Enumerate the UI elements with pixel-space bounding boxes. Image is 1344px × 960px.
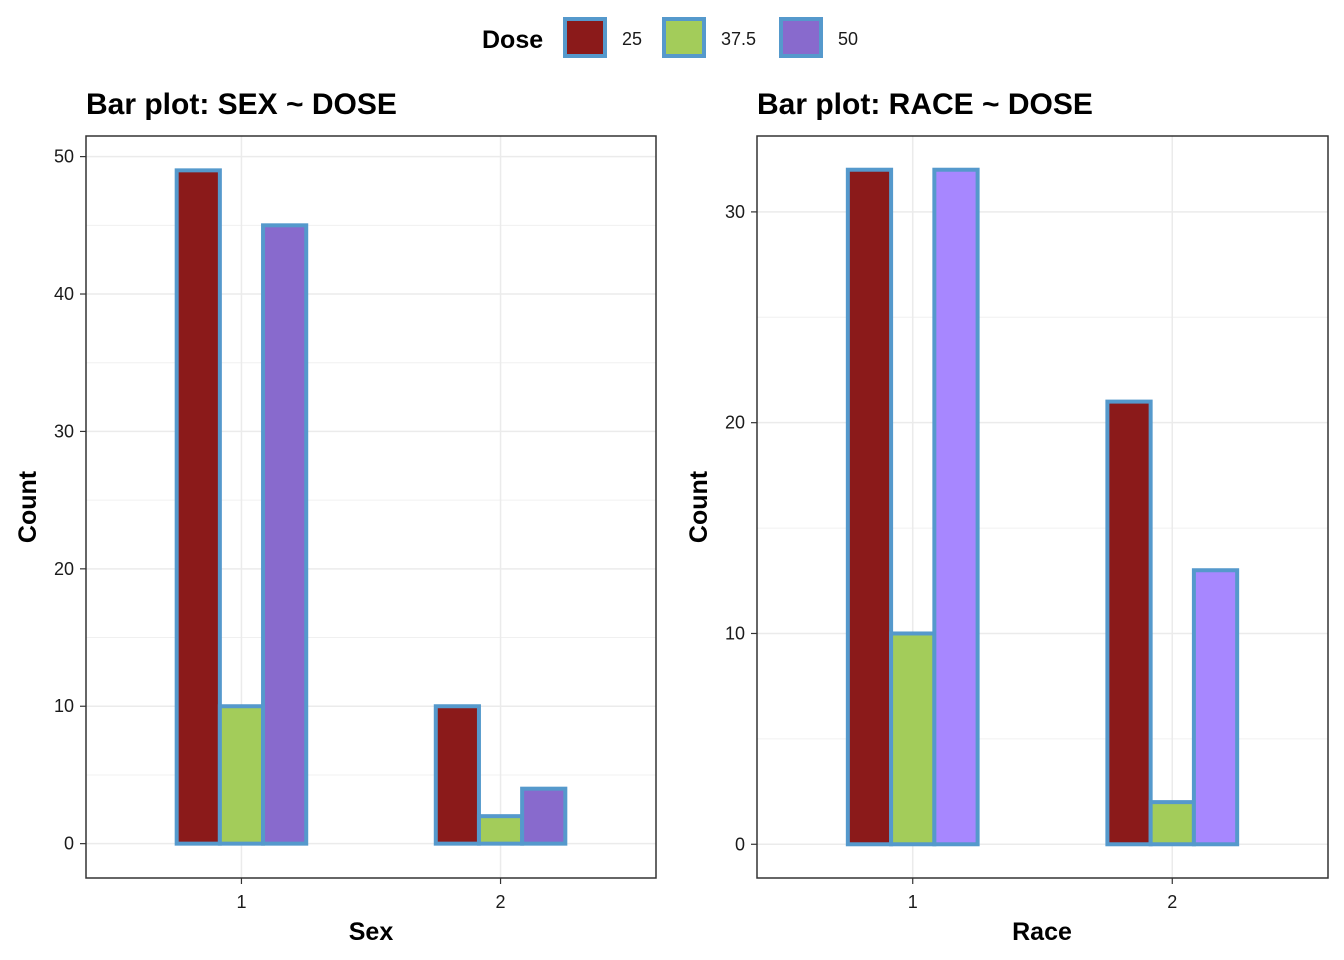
bar-dose-50-cat-2 xyxy=(1194,570,1237,844)
y-tick-label: 30 xyxy=(725,202,745,222)
bars xyxy=(177,170,566,843)
y-tick-label: 50 xyxy=(54,147,74,167)
panel-border xyxy=(757,136,1328,878)
legend-title: Dose xyxy=(482,26,543,54)
bar-dose-25-cat-1 xyxy=(848,170,891,845)
x-axis-title: Race xyxy=(1012,918,1072,946)
legend-label-50: 50 xyxy=(838,29,858,49)
bar-dose-50-cat-1 xyxy=(263,225,306,843)
y-tick-label: 0 xyxy=(64,834,74,854)
chart-title: Bar plot: SEX ~ DOSE xyxy=(86,88,397,121)
legend-label-37-5: 37.5 xyxy=(721,29,756,49)
bar-dose-37-5-cat-1 xyxy=(891,633,934,844)
bars xyxy=(848,170,1237,845)
y-axis: 0 10 20 30 xyxy=(725,202,757,854)
x-tick-label: 2 xyxy=(1167,892,1177,912)
bar-dose-25-cat-2 xyxy=(1107,402,1150,845)
bar-dose-50-cat-2 xyxy=(522,789,565,844)
bar-dose-37-5-cat-2 xyxy=(479,816,522,843)
y-tick-label: 10 xyxy=(725,623,745,643)
y-tick-label: 30 xyxy=(54,421,74,441)
x-axis-title: Sex xyxy=(349,918,394,946)
bar-dose-25-cat-2 xyxy=(436,706,479,843)
bar-dose-50-cat-1 xyxy=(934,170,977,845)
x-tick-label: 2 xyxy=(496,892,506,912)
y-axis-title: Count xyxy=(14,470,42,543)
y-tick-label: 10 xyxy=(54,696,74,716)
y-axis-title: Count xyxy=(685,470,713,543)
legend: Dose 25 37.5 50 xyxy=(482,19,858,56)
bar-dose-25-cat-1 xyxy=(177,170,220,843)
y-axis: 0 10 20 30 40 50 xyxy=(54,147,86,854)
x-tick-label: 1 xyxy=(236,892,246,912)
bar-dose-37-5-cat-2 xyxy=(1151,802,1194,844)
chart-title: Bar plot: RACE ~ DOSE xyxy=(757,88,1093,121)
y-tick-label: 0 xyxy=(735,834,745,854)
gridlines xyxy=(86,136,656,878)
y-tick-label: 20 xyxy=(54,559,74,579)
bar-dose-37-5-cat-1 xyxy=(220,706,263,843)
legend-key-25 xyxy=(565,19,605,56)
x-tick-label: 1 xyxy=(908,892,918,912)
legend-key-37-5 xyxy=(664,19,704,56)
y-tick-label: 20 xyxy=(725,413,745,433)
y-tick-label: 40 xyxy=(54,284,74,304)
legend-label-25: 25 xyxy=(622,29,642,49)
gridlines xyxy=(757,136,1328,878)
panel-border xyxy=(86,136,656,878)
legend-key-50 xyxy=(781,19,821,56)
